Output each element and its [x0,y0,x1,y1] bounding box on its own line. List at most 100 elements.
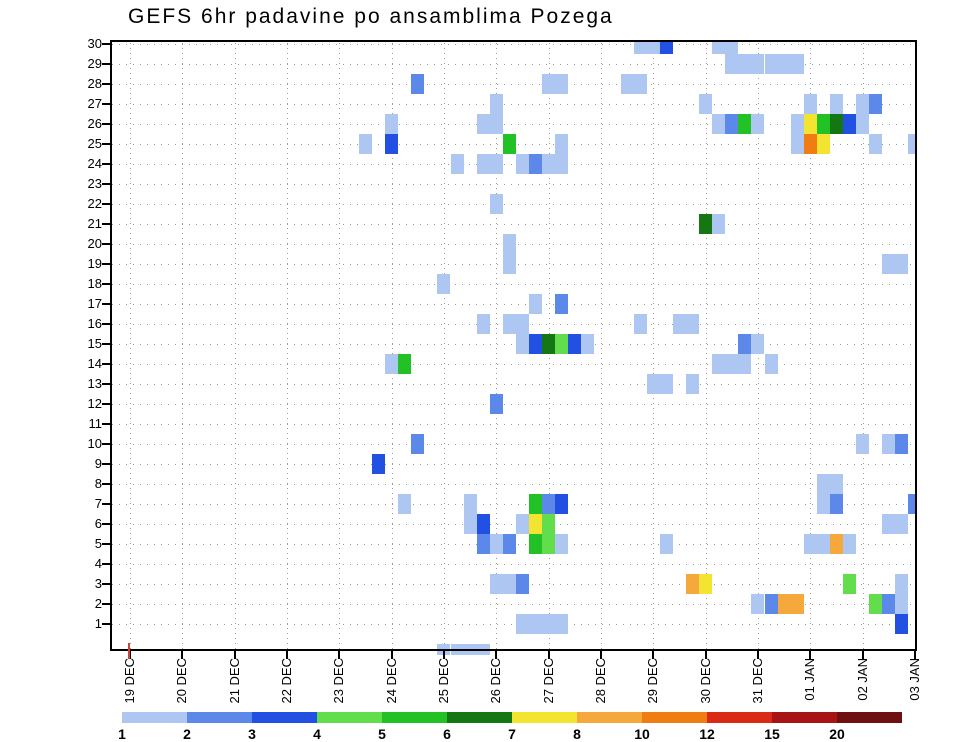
heatmap-cell [542,534,556,554]
grid-line-vertical [862,42,864,649]
heatmap-cell [489,94,503,114]
y-axis-tick [102,143,110,145]
heatmap-cell [463,514,477,534]
heatmap-cell [829,94,843,114]
heatmap-cell [856,114,870,134]
heatmap-cell [358,134,372,154]
y-axis-label: 21 [87,216,102,231]
grid-line-horizontal [112,344,915,345]
heatmap-cell [659,374,673,394]
heatmap-cell [398,354,412,374]
y-axis-label: 29 [87,56,102,71]
colorbar-segment [642,712,707,723]
grid-line-vertical [339,42,341,649]
heatmap-cell [476,514,490,534]
y-axis-label: 10 [87,436,102,451]
heatmap-cell [843,114,857,134]
x-axis-tick [913,651,916,659]
x-axis-label: 22 DEC [278,658,294,704]
grid-line-horizontal [112,304,915,305]
chart-title: GEFS 6hr padavine po ansamblima Pozega [128,5,614,28]
x-axis-tick [338,651,341,659]
x-axis-label: 20 DEC [174,658,190,704]
heatmap-cell [529,514,543,534]
colorbar-label: 12 [699,726,715,742]
y-axis-label: 5 [94,536,102,551]
y-axis-tick [102,243,110,245]
heatmap-cell [699,574,713,594]
heatmap-cell [385,114,399,134]
colorbar-segment [447,712,512,723]
colorbar-label: 4 [313,726,321,742]
heatmap-cell [529,614,543,634]
heatmap-cell [581,334,595,354]
heatmap-cell [895,254,909,274]
colorbar-segment [512,712,577,723]
y-axis-tick [102,463,110,465]
heatmap-cell [646,374,660,394]
heatmap-cell [712,114,726,134]
heatmap-cell [672,314,686,334]
heatmap-cell [542,154,556,174]
heatmap-cell [790,54,804,74]
heatmap-cell [489,194,503,214]
heatmap-cell [385,354,399,374]
heatmap-cell [856,94,870,114]
x-axis-tick [861,651,864,659]
y-axis-tick [102,423,110,425]
heatmap-cell [633,42,647,54]
heatmap-cell [816,494,830,514]
y-axis-tick [102,63,110,65]
y-axis-tick [102,483,110,485]
heatmap-cell [502,534,516,554]
y-axis-tick [102,363,110,365]
heatmap-cell [777,594,791,614]
heatmap-cell [555,334,569,354]
heatmap-cell [686,314,700,334]
y-axis-label: 12 [87,396,102,411]
x-axis-tick [390,651,393,659]
y-axis-label: 4 [94,556,102,571]
y-axis-label: 30 [87,36,102,51]
heatmap-cell [646,42,660,54]
heatmap-cell [725,354,739,374]
heatmap-cell [895,594,909,614]
y-axis-label: 7 [94,496,102,511]
grid-line-vertical [496,42,498,649]
x-axis-label: 19 DEC [122,658,137,704]
heatmap-cell [659,534,673,554]
y-axis-tick [102,323,110,325]
y-axis-label: 20 [87,236,102,251]
grid-line-vertical [182,42,184,649]
heatmap-cell [476,534,490,554]
heatmap-cell [869,94,883,114]
y-axis-label: 19 [87,256,102,271]
y-axis-label: 13 [87,376,102,391]
colorbar-segment [187,712,252,723]
heatmap-cell [633,74,647,94]
y-axis-label: 6 [94,516,102,531]
x-axis-label: 01 JAN [802,658,818,701]
heatmap-cell [686,574,700,594]
heatmap-cell [515,154,529,174]
y-axis-tick [102,503,110,505]
heatmap-cell [515,614,529,634]
grid-line-horizontal [112,64,915,65]
heatmap-cell [555,614,569,634]
heatmap-cell [816,474,830,494]
heatmap-cell [843,574,857,594]
x-axis-label: 21 DEC [226,658,242,704]
y-axis-tick [102,343,110,345]
x-axis-tick [495,651,498,659]
heatmap-cell [816,114,830,134]
heatmap-cell [385,134,399,154]
y-axis-tick [102,303,110,305]
colorbar-segment [252,712,317,723]
y-axis-tick [102,523,110,525]
grid-line-horizontal [112,564,915,565]
heatmap-cell [869,134,883,154]
origin-marker [128,643,130,659]
heatmap-cell [555,294,569,314]
y-axis-label: 2 [94,596,102,611]
grid-line-vertical [130,42,131,649]
